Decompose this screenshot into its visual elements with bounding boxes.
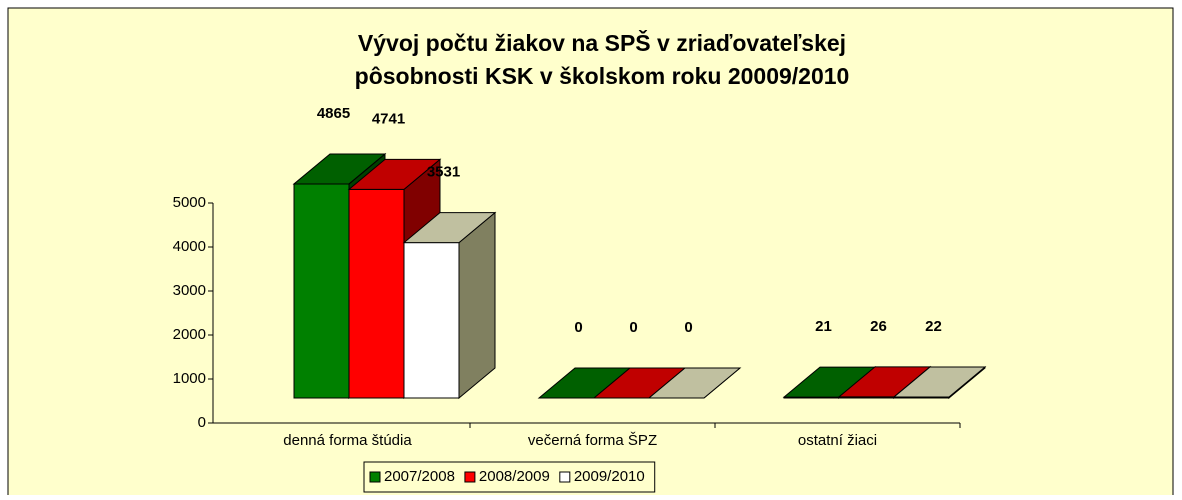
y-tick-label: 1000 — [173, 370, 206, 387]
bar-top — [402, 212, 497, 244]
x-tick-label: denná forma štúdia — [283, 432, 412, 449]
chart-title: pôsobnosti KSK v školskom roku 20009/201… — [355, 63, 850, 89]
data-label: 22 — [925, 318, 942, 335]
legend-label: 2007/2008 — [384, 468, 455, 485]
bar — [403, 242, 460, 399]
legend-swatch — [464, 471, 476, 483]
chart-title: Vývoj počtu žiakov na SPŠ v zriaďovateľs… — [358, 29, 846, 56]
data-label: 21 — [815, 318, 832, 335]
y-tick-label: 4000 — [173, 238, 206, 255]
bar-top — [892, 366, 987, 398]
data-label: 26 — [870, 318, 887, 335]
bar — [293, 183, 350, 399]
y-tick-label: 0 — [198, 414, 206, 431]
bar-top — [347, 158, 442, 190]
legend-label: 2008/2009 — [479, 468, 550, 485]
y-tick-label: 2000 — [173, 326, 206, 343]
y-tick-label: 3000 — [173, 282, 206, 299]
legend-label: 2009/2010 — [574, 468, 645, 485]
bar-side — [458, 211, 496, 400]
bar-top — [292, 153, 387, 185]
legend-swatch — [559, 471, 571, 483]
x-tick-label: večerná forma ŠPZ — [528, 432, 657, 449]
data-label: 0 — [629, 319, 637, 336]
data-label: 3531 — [427, 164, 460, 181]
legend — [363, 461, 656, 493]
y-tick-label: 5000 — [173, 194, 206, 211]
bar-top — [647, 367, 742, 399]
x-tick-label: ostatní žiaci — [798, 432, 877, 449]
legend-swatch — [369, 471, 381, 483]
data-label: 4865 — [317, 105, 350, 122]
chart-area — [7, 7, 1174, 500]
data-label: 0 — [684, 319, 692, 336]
data-label: 0 — [574, 319, 582, 336]
data-label: 4741 — [372, 110, 405, 127]
bar — [348, 188, 405, 399]
